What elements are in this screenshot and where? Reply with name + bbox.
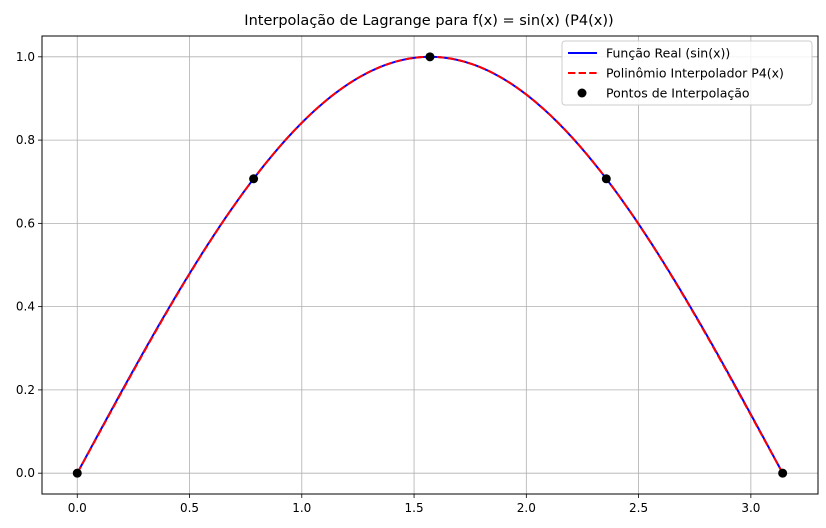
data-point bbox=[601, 174, 611, 184]
legend: Função Real (sin(x)) Polinômio Interpolad… bbox=[561, 40, 813, 106]
x-tick-label: 2.0 bbox=[517, 501, 536, 515]
series-line-function bbox=[76, 55, 784, 474]
y-tick-label: 1.0 bbox=[16, 50, 35, 64]
series-group bbox=[76, 55, 784, 474]
y-tick-label: 0.2 bbox=[16, 383, 35, 397]
ticks: 0.0 0.5 1.0 1.5 2.0 2.5 3.0 0.0 0.2 0.4 0.6 0.8 1.0 bbox=[16, 50, 761, 515]
x-tick-label: 1.5 bbox=[405, 501, 424, 515]
y-tick-label: 0.6 bbox=[16, 216, 35, 230]
data-point bbox=[425, 52, 435, 62]
x-tick-label: 1.0 bbox=[292, 501, 311, 515]
data-point bbox=[778, 468, 788, 478]
x-tick-label: 3.0 bbox=[741, 501, 760, 515]
legend-item-points: Pontos de Interpolação bbox=[606, 86, 750, 101]
chart-title: Interpolação de Lagrange para f(x) = sin… bbox=[244, 13, 613, 29]
plot-frame bbox=[41, 35, 819, 495]
legend-box bbox=[561, 40, 813, 106]
x-tick-label: 0.0 bbox=[68, 501, 87, 515]
series-line-polynomial bbox=[76, 55, 784, 474]
legend-item-polynomial: Polinômio Interpolador P4(x) bbox=[606, 66, 784, 81]
data-point bbox=[249, 174, 259, 184]
x-tick-label: 0.5 bbox=[180, 501, 199, 515]
y-tick-label: 0.4 bbox=[16, 300, 35, 314]
points-group bbox=[72, 52, 788, 478]
legend-item-points-swatch bbox=[577, 88, 587, 98]
legend-item-function: Função Real (sin(x)) bbox=[606, 46, 730, 61]
y-tick-label: 0.8 bbox=[16, 133, 35, 147]
y-tick-label: 0.0 bbox=[16, 466, 35, 480]
data-point bbox=[72, 468, 82, 478]
x-tick-label: 2.5 bbox=[629, 501, 648, 515]
